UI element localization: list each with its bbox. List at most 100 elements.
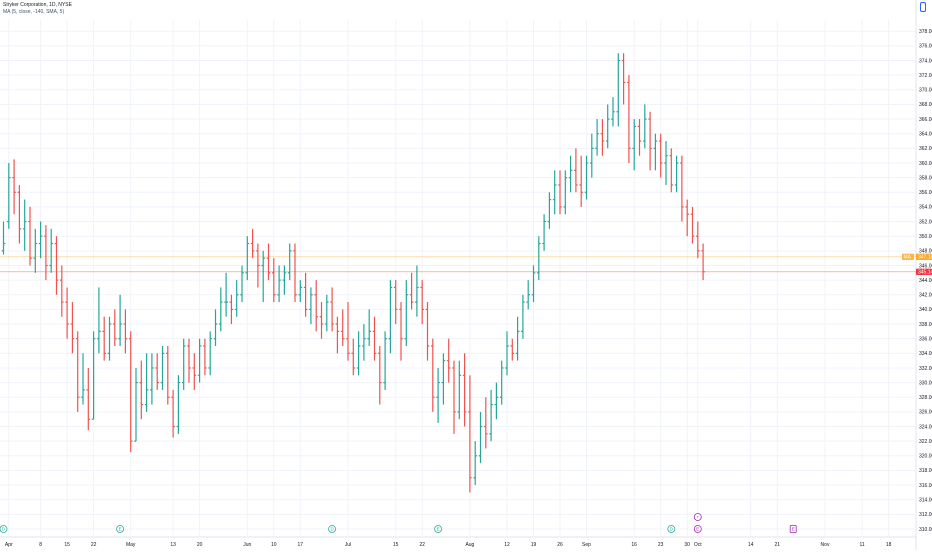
- ohlc-bar[interactable]: [86, 367, 91, 431]
- symbol-bookmark-icon[interactable]: [920, 2, 926, 12]
- ohlc-bar[interactable]: [325, 294, 329, 332]
- ohlc-bar[interactable]: [436, 367, 440, 423]
- ohlc-bar[interactable]: [696, 221, 700, 259]
- ohlc-bar[interactable]: [605, 104, 610, 149]
- ohlc-bar[interactable]: [568, 155, 573, 193]
- ohlc-bar[interactable]: [282, 265, 287, 295]
- ohlc-bar[interactable]: [584, 155, 589, 200]
- ohlc-bar[interactable]: [643, 104, 647, 149]
- ohlc-bar[interactable]: [60, 265, 64, 317]
- ohlc-bar[interactable]: [680, 155, 684, 222]
- ohlc-bar[interactable]: [256, 243, 260, 288]
- ohlc-bar[interactable]: [616, 53, 621, 127]
- ohlc-bar[interactable]: [181, 338, 186, 390]
- ohlc-bar[interactable]: [234, 280, 239, 317]
- ohlc-bar[interactable]: [362, 324, 366, 361]
- ohlc-bar[interactable]: [229, 294, 234, 325]
- ohlc-bar[interactable]: [537, 236, 541, 281]
- ohlc-bar[interactable]: [22, 199, 27, 251]
- ohlc-bar[interactable]: [494, 382, 499, 420]
- ohlc-bar[interactable]: [81, 353, 85, 405]
- ohlc-bar[interactable]: [266, 243, 271, 281]
- ohlc-bar[interactable]: [293, 243, 297, 303]
- ohlc-bar[interactable]: [287, 243, 292, 281]
- ohlc-bar[interactable]: [197, 338, 202, 383]
- ohlc-bar[interactable]: [372, 316, 377, 361]
- ohlc-bar[interactable]: [621, 53, 626, 105]
- ohlc-bar[interactable]: [1, 221, 6, 255]
- ohlc-bar[interactable]: [330, 287, 334, 332]
- ohlc-bar[interactable]: [7, 163, 11, 229]
- event-marker[interactable]: [789, 525, 797, 533]
- event-marker[interactable]: [693, 513, 702, 521]
- ohlc-bar[interactable]: [70, 302, 75, 354]
- ohlc-bar[interactable]: [303, 272, 308, 317]
- ohlc-bar[interactable]: [38, 221, 43, 259]
- ohlc-bar[interactable]: [489, 389, 493, 442]
- ohlc-bar[interactable]: [224, 272, 228, 317]
- ohlc-bar[interactable]: [203, 338, 207, 376]
- ohlc-bar[interactable]: [28, 206, 32, 266]
- ohlc-bar[interactable]: [33, 228, 38, 273]
- ohlc-bar[interactable]: [134, 367, 138, 442]
- ohlc-bar[interactable]: [478, 411, 483, 464]
- ohlc-bar[interactable]: [378, 346, 382, 405]
- indicator-legend[interactable]: MA (5, close, -140, SMA, 5): [3, 9, 65, 15]
- ohlc-bar[interactable]: [150, 353, 154, 405]
- ohlc-bar[interactable]: [552, 170, 557, 215]
- ohlc-bar[interactable]: [102, 316, 106, 361]
- ohlc-bar[interactable]: [17, 184, 22, 244]
- ohlc-bar[interactable]: [393, 280, 398, 325]
- ohlc-bar[interactable]: [701, 243, 705, 281]
- ohlc-bar[interactable]: [166, 346, 170, 405]
- ohlc-bar[interactable]: [420, 280, 424, 325]
- ohlc-bar[interactable]: [75, 331, 80, 412]
- ohlc-bar[interactable]: [91, 331, 96, 420]
- ohlc-bar[interactable]: [44, 225, 48, 281]
- ohlc-bar[interactable]: [388, 280, 393, 354]
- ohlc-bar[interactable]: [113, 309, 117, 346]
- ohlc-bar[interactable]: [515, 316, 520, 361]
- ohlc-bar[interactable]: [123, 309, 128, 354]
- event-marker[interactable]: [0, 525, 8, 533]
- ohlc-bar[interactable]: [468, 375, 472, 493]
- ohlc-bar[interactable]: [579, 155, 583, 207]
- event-marker[interactable]: [667, 525, 676, 533]
- ohlc-bar[interactable]: [674, 155, 679, 193]
- ohlc-bar[interactable]: [356, 331, 361, 376]
- ohlc-bar[interactable]: [144, 353, 149, 412]
- ohlc-bar[interactable]: [351, 338, 356, 376]
- ohlc-bar[interactable]: [160, 346, 165, 390]
- ohlc-bar[interactable]: [531, 265, 536, 303]
- ohlc-bar[interactable]: [261, 250, 265, 303]
- ohlc-bar[interactable]: [473, 441, 477, 486]
- ohlc-bar[interactable]: [298, 280, 303, 303]
- ohlc-bar[interactable]: [521, 294, 525, 339]
- ohlc-bar[interactable]: [335, 316, 340, 354]
- ohlc-bar[interactable]: [155, 353, 159, 390]
- ohlc-bar[interactable]: [54, 236, 59, 295]
- ohlc-bar[interactable]: [658, 133, 663, 178]
- ohlc-bar[interactable]: [462, 353, 467, 427]
- ohlc-bar[interactable]: [399, 302, 403, 361]
- ohlc-bar[interactable]: [65, 287, 69, 339]
- ohlc-bar[interactable]: [107, 316, 112, 361]
- ohlc-bar[interactable]: [690, 206, 695, 244]
- ohlc-bar[interactable]: [12, 159, 16, 215]
- ohlc-bar[interactable]: [441, 353, 446, 405]
- ohlc-bar[interactable]: [542, 214, 546, 251]
- ohlc-bar[interactable]: [187, 338, 191, 383]
- ohlc-bar[interactable]: [309, 287, 313, 325]
- ohlc-bar[interactable]: [669, 148, 674, 193]
- ohlc-bar[interactable]: [425, 302, 430, 361]
- ohlc-bar[interactable]: [431, 338, 435, 412]
- event-marker[interactable]: [116, 525, 124, 533]
- ohlc-bar[interactable]: [611, 97, 615, 127]
- ohlc-bar[interactable]: [319, 302, 324, 339]
- ohlc-bar[interactable]: [128, 331, 133, 453]
- ohlc-bar[interactable]: [446, 338, 451, 383]
- ohlc-bar[interactable]: [404, 280, 409, 346]
- ohlc-bar[interactable]: [415, 265, 419, 317]
- ohlc-bar[interactable]: [505, 331, 509, 376]
